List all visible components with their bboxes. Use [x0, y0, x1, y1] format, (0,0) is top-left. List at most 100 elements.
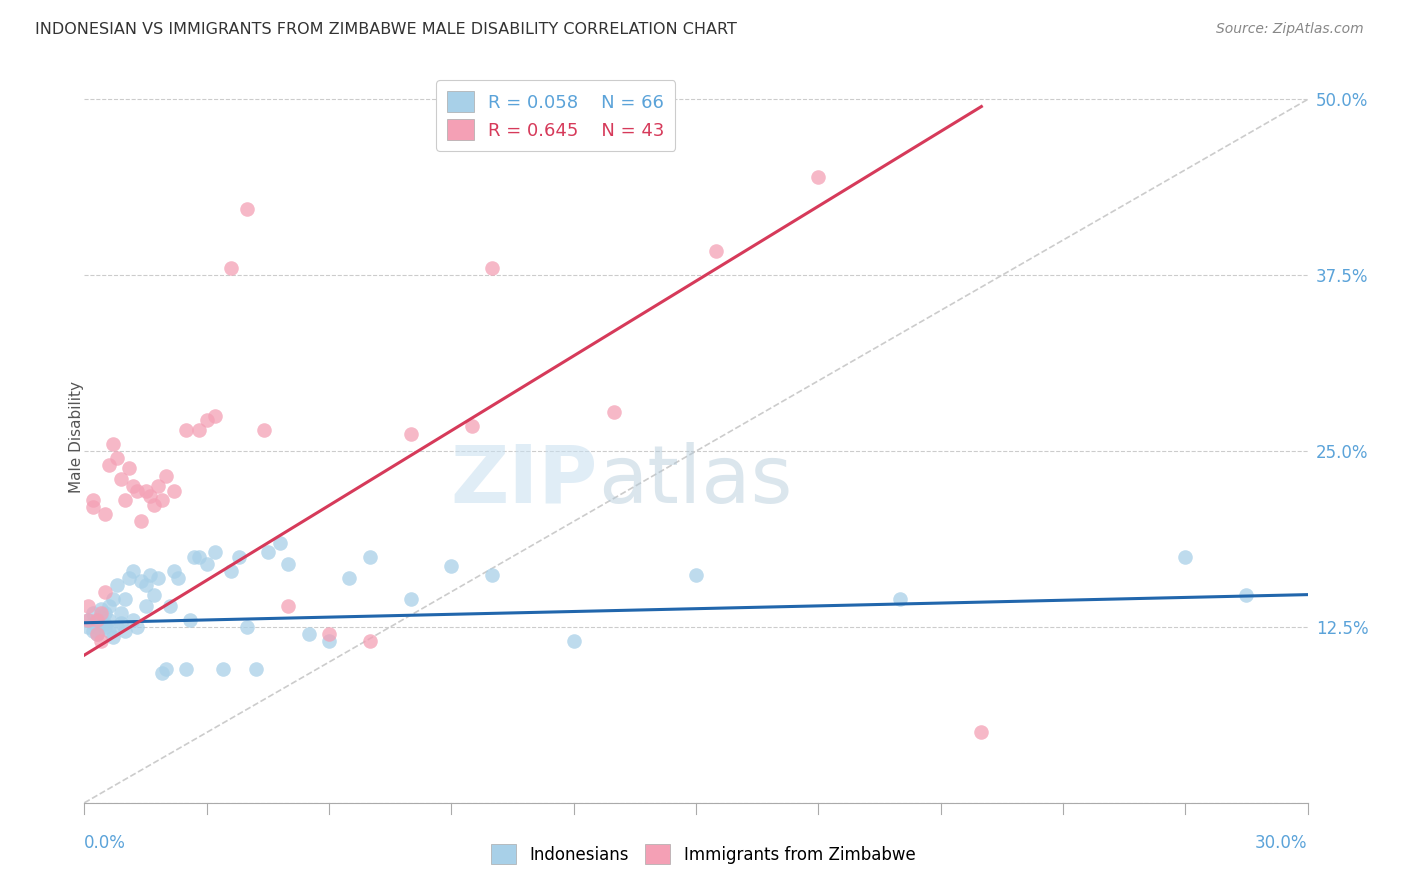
Point: [236, 620, 259, 634]
Point: [127, 620, 149, 634]
Point: [114, 624, 136, 639]
Legend: R = 0.058    N = 66, R = 0.645    N = 43: R = 0.058 N = 66, R = 0.645 N = 43: [436, 80, 675, 151]
Point: [138, 568, 160, 582]
Point: [135, 483, 157, 498]
Text: atlas: atlas: [598, 442, 793, 520]
Point: [90, 610, 112, 624]
Point: [212, 662, 235, 676]
Point: [277, 557, 299, 571]
Point: [807, 169, 830, 184]
Point: [118, 461, 141, 475]
Point: [269, 535, 291, 549]
Point: [187, 549, 209, 564]
Point: [399, 427, 422, 442]
Point: [131, 574, 153, 588]
Point: [97, 599, 120, 613]
Point: [101, 630, 124, 644]
Point: [236, 202, 259, 217]
Point: [204, 545, 226, 559]
Point: [155, 662, 177, 676]
Point: [163, 483, 186, 498]
Point: [114, 493, 136, 508]
Point: [105, 620, 128, 634]
Point: [359, 634, 381, 648]
Point: [562, 634, 585, 648]
Point: [440, 559, 463, 574]
Point: [90, 615, 112, 630]
Point: [114, 591, 136, 606]
Point: [889, 591, 911, 606]
Point: [122, 613, 145, 627]
Point: [82, 500, 104, 515]
Point: [77, 613, 100, 627]
Point: [163, 564, 186, 578]
Point: [122, 564, 145, 578]
Point: [150, 666, 173, 681]
Point: [86, 627, 108, 641]
Point: [135, 578, 157, 592]
Text: 30.0%: 30.0%: [1256, 834, 1308, 852]
Point: [257, 545, 280, 559]
Point: [77, 620, 100, 634]
Point: [127, 483, 149, 498]
Point: [204, 409, 226, 423]
Point: [174, 662, 197, 676]
Point: [318, 634, 340, 648]
Point: [110, 615, 132, 630]
Point: [159, 599, 181, 613]
Point: [82, 615, 104, 630]
Point: [86, 620, 108, 634]
Point: [706, 244, 728, 259]
Point: [105, 578, 128, 592]
Point: [97, 624, 120, 639]
Text: INDONESIAN VS IMMIGRANTS FROM ZIMBABWE MALE DISABILITY CORRELATION CHART: INDONESIAN VS IMMIGRANTS FROM ZIMBABWE M…: [35, 22, 737, 37]
Point: [93, 617, 115, 632]
Point: [187, 423, 209, 437]
Point: [101, 591, 124, 606]
Point: [228, 549, 250, 564]
Point: [970, 725, 993, 739]
Point: [142, 498, 165, 512]
Point: [318, 627, 340, 641]
Point: [93, 620, 115, 634]
Point: [90, 606, 112, 620]
Point: [93, 584, 115, 599]
Point: [77, 599, 100, 613]
Point: [146, 479, 169, 493]
Point: [86, 613, 108, 627]
Point: [118, 571, 141, 585]
Point: [174, 423, 197, 437]
Point: [219, 261, 242, 276]
Point: [195, 557, 218, 571]
Point: [481, 568, 503, 582]
Point: [105, 451, 128, 466]
Point: [142, 588, 165, 602]
Point: [481, 261, 503, 276]
Point: [135, 599, 157, 613]
Point: [339, 571, 361, 585]
Point: [86, 613, 108, 627]
Point: [359, 549, 381, 564]
Point: [138, 489, 160, 503]
Point: [150, 493, 173, 508]
Point: [82, 493, 104, 508]
Point: [93, 508, 115, 522]
Point: [1236, 588, 1258, 602]
Point: [277, 599, 299, 613]
Point: [82, 606, 104, 620]
Point: [146, 571, 169, 585]
Point: [110, 606, 132, 620]
Y-axis label: Male Disability: Male Disability: [69, 381, 83, 493]
Point: [90, 634, 112, 648]
Point: [155, 469, 177, 483]
Point: [399, 591, 422, 606]
Point: [298, 627, 321, 641]
Point: [110, 472, 132, 486]
Point: [195, 413, 218, 427]
Point: [603, 405, 626, 419]
Point: [97, 613, 120, 627]
Point: [93, 606, 115, 620]
Point: [1174, 549, 1197, 564]
Point: [122, 479, 145, 493]
Point: [131, 515, 153, 529]
